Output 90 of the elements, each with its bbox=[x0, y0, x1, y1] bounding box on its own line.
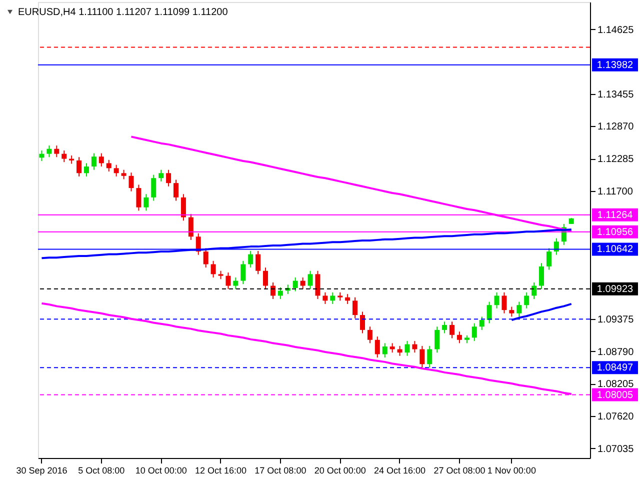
candlestick bbox=[315, 270, 320, 300]
candlestick bbox=[367, 326, 372, 344]
candlestick bbox=[174, 179, 178, 202]
candlestick bbox=[166, 169, 172, 187]
candlestick bbox=[210, 260, 216, 278]
candlestick bbox=[374, 336, 380, 358]
candlestick bbox=[322, 292, 328, 304]
candlestick bbox=[136, 184, 142, 212]
y-tick-label: 1.13455 bbox=[598, 89, 634, 100]
y-tick-label: 1.14625 bbox=[598, 24, 634, 36]
candlestick bbox=[360, 311, 365, 334]
candlestick bbox=[546, 248, 552, 270]
candlestick bbox=[486, 301, 492, 324]
candlestick bbox=[292, 276, 298, 292]
candlestick bbox=[479, 316, 484, 330]
y-tick-label: 1.09375 bbox=[598, 314, 634, 326]
candlestick bbox=[382, 342, 388, 358]
candlestick bbox=[128, 172, 134, 192]
x-tick-label: 30 Sep 2016 bbox=[16, 466, 68, 476]
y-tick-label: 1.12285 bbox=[598, 154, 634, 166]
ref-line-label: 1.08005 bbox=[596, 390, 634, 401]
x-tick-label: 20 Oct 00:00 bbox=[314, 466, 366, 476]
candlestick bbox=[114, 164, 119, 177]
candlestick bbox=[472, 322, 477, 342]
candlestick bbox=[404, 340, 410, 356]
candlestick bbox=[256, 250, 261, 275]
candlestick bbox=[300, 276, 306, 290]
candlestick bbox=[84, 162, 89, 177]
candlestick bbox=[203, 248, 208, 268]
x-tick-label: 27 Oct 08:00 bbox=[434, 466, 486, 476]
candlestick bbox=[345, 294, 350, 304]
candlestick bbox=[450, 321, 454, 339]
x-tick-label: 1 Nov 00:00 bbox=[487, 466, 536, 476]
candlestick bbox=[390, 342, 395, 354]
candlestick bbox=[278, 286, 283, 300]
candlestick bbox=[532, 282, 537, 300]
y-tick-label: 1.08205 bbox=[598, 379, 634, 390]
candlestick bbox=[76, 156, 82, 177]
candlestick bbox=[502, 292, 507, 314]
candlestick bbox=[248, 250, 254, 268]
candlestick bbox=[412, 340, 418, 354]
ref-line-label: 1.11264 bbox=[597, 210, 634, 221]
candlestick bbox=[434, 326, 440, 354]
candlestick bbox=[180, 194, 186, 222]
y-tick-label: 1.11700 bbox=[598, 186, 634, 198]
y-tick-label: 1.07620 bbox=[598, 412, 634, 423]
y-tick-label: 1.12870 bbox=[598, 122, 634, 133]
x-tick-label: 24 Oct 16:00 bbox=[374, 466, 426, 476]
candlestick bbox=[188, 213, 194, 240]
candlestick bbox=[516, 301, 522, 318]
candlestick bbox=[427, 345, 432, 368]
candlestick bbox=[106, 159, 112, 172]
ref-line-label: 1.10956 bbox=[596, 226, 634, 238]
candlestick bbox=[263, 267, 268, 290]
ref-line-label: 1.08497 bbox=[596, 362, 634, 374]
candlestick bbox=[54, 145, 60, 158]
candlestick bbox=[330, 292, 336, 304]
ref-line-label: 1.10642 bbox=[596, 244, 634, 256]
x-tick-label: 5 Oct 08:00 bbox=[78, 466, 125, 476]
x-tick-label: 10 Oct 00:00 bbox=[135, 466, 187, 476]
candlestick bbox=[91, 152, 96, 170]
candlestick bbox=[509, 306, 514, 318]
candlestick bbox=[524, 292, 530, 309]
candlestick bbox=[308, 270, 313, 290]
y-tick-label: 1.08790 bbox=[598, 346, 634, 358]
x-tick-label: 17 Oct 08:00 bbox=[254, 466, 306, 476]
candlestick bbox=[144, 194, 149, 212]
x-tick-label: 12 Oct 16:00 bbox=[194, 466, 247, 476]
candlestick bbox=[62, 150, 67, 163]
candlestick bbox=[456, 331, 462, 344]
candlestick bbox=[539, 262, 544, 290]
candlestick bbox=[397, 345, 402, 356]
ref-line-label: 1.13982 bbox=[596, 60, 634, 71]
candlestick bbox=[233, 276, 238, 290]
candlestick bbox=[420, 345, 425, 368]
candlestick bbox=[158, 169, 164, 182]
candlestick bbox=[554, 238, 559, 256]
candlestick bbox=[121, 169, 126, 180]
candlestick bbox=[39, 150, 44, 162]
y-tick-label: 1.07035 bbox=[598, 444, 634, 455]
candlestick bbox=[442, 321, 448, 334]
candlestick bbox=[151, 174, 156, 202]
candlestick bbox=[98, 152, 104, 168]
ref-line-label: 1.09923 bbox=[596, 284, 634, 295]
chart-title: EURUSD,H4 1.11100 1.11207 1.11099 1.11200 bbox=[18, 7, 228, 18]
candlestick bbox=[494, 292, 500, 309]
candlestick bbox=[352, 296, 358, 319]
candlestick bbox=[226, 272, 231, 290]
candlestick bbox=[240, 260, 246, 285]
candlestick bbox=[46, 145, 52, 158]
